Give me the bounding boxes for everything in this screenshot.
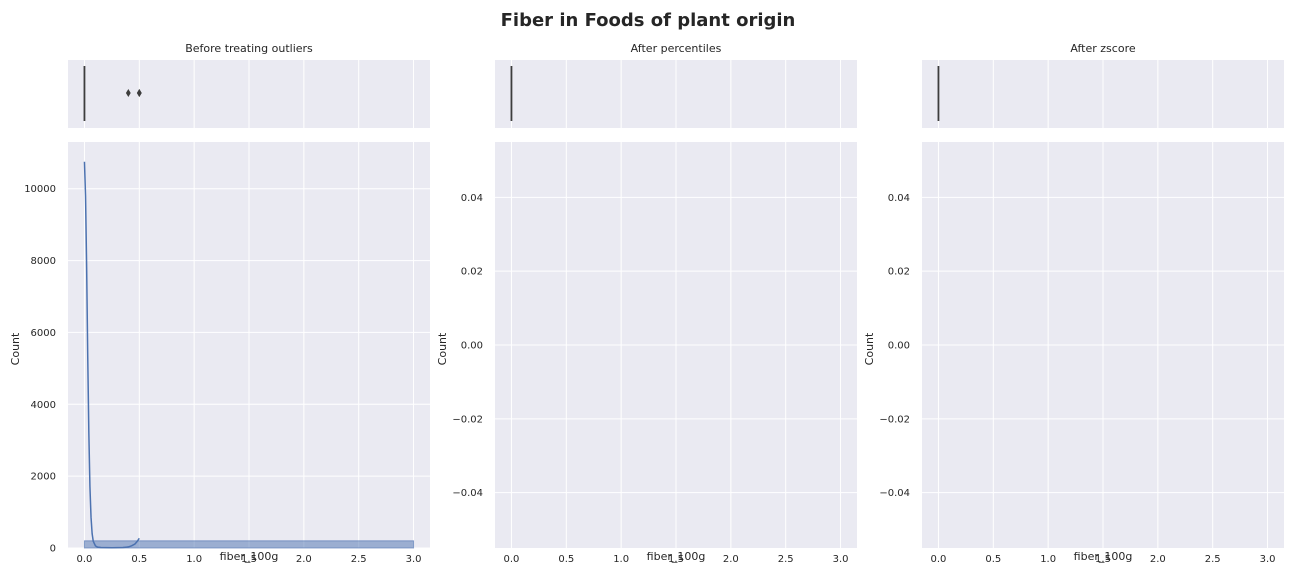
chart-panel-3: After zscore 0.0 0.5 1.0 1.5 2.0 2.5 3.0 −0.04 −0…	[863, 42, 1284, 565]
x-tick-label: 0.0	[77, 554, 93, 565]
x-tick-label: 2.0	[723, 554, 739, 565]
x-tick-label: 2.5	[778, 554, 794, 565]
x-tick-label: 1.5	[1095, 554, 1111, 565]
panel-title: Before treating outliers	[185, 42, 313, 55]
y-axis-label: Count	[863, 332, 876, 365]
x-axis-label: fiber_100g	[647, 550, 706, 563]
y-tick-label: 0.00	[888, 341, 910, 352]
x-tick-label: 0.5	[558, 554, 574, 565]
x-tick-label: 1.0	[613, 554, 629, 565]
boxplot-outlier	[125, 89, 131, 97]
y-tick-label: 0.02	[888, 267, 910, 278]
x-tick-label: 0.5	[131, 554, 147, 565]
x-tick-label: 3.0	[406, 554, 422, 565]
x-tick-label: 3.0	[1260, 554, 1276, 565]
x-tick-label: 2.5	[1205, 554, 1221, 565]
x-tick-label: 2.0	[1150, 554, 1166, 565]
y-tick-label: −0.02	[452, 414, 483, 425]
x-tick-label: 1.5	[668, 554, 684, 565]
x-tick-label: 0.5	[985, 554, 1001, 565]
kde-line	[83, 161, 140, 549]
y-tick-label: 6000	[31, 328, 56, 339]
x-tick-label: 2.5	[351, 554, 367, 565]
chart-panel-1: Before treating outliers 0.0 0.5 1.0 1.5 2.0 2…	[9, 42, 430, 565]
x-axis-label: fiber_100g	[1074, 550, 1133, 563]
y-tick-label: 4000	[31, 400, 56, 411]
x-tick-label: 1.5	[241, 554, 257, 565]
x-axis-label: fiber_100g	[220, 550, 279, 563]
boxplot-outlier	[136, 89, 142, 97]
y-tick-label: −0.04	[452, 488, 483, 499]
y-tick-label: 2000	[31, 472, 56, 483]
y-axis-label: Count	[436, 332, 449, 365]
y-tick-label: 0.04	[888, 193, 910, 204]
panel-title: After percentiles	[631, 42, 722, 55]
panel-title: After zscore	[1070, 42, 1135, 55]
y-tick-label: 0.02	[461, 267, 483, 278]
x-tick-label: 3.0	[833, 554, 849, 565]
figure-title: Fiber in Foods of plant origin	[501, 10, 796, 31]
y-tick-label: 0	[50, 544, 56, 555]
y-tick-label: 0.00	[461, 341, 483, 352]
y-tick-label: −0.04	[879, 488, 910, 499]
y-tick-label: 0.04	[461, 193, 483, 204]
x-tick-label: 1.0	[186, 554, 202, 565]
x-tick-label: 0.0	[504, 554, 520, 565]
y-axis-label: Count	[9, 332, 22, 365]
y-tick-label: 8000	[31, 256, 56, 267]
y-tick-label: −0.02	[879, 414, 910, 425]
x-tick-label: 1.0	[1040, 554, 1056, 565]
chart-panel-2: After percentiles 0.0 0.5 1.0 1.5 2.0 2.5 3.0 −0…	[436, 42, 857, 565]
y-tick-label: 10000	[24, 184, 56, 195]
histogram-bar	[83, 540, 415, 549]
x-tick-label: 2.0	[296, 554, 312, 565]
x-tick-label: 0.0	[931, 554, 947, 565]
panels: Before treating outliers 0.0 0.5 1.0 1.5 2.0 2…	[9, 42, 1284, 565]
